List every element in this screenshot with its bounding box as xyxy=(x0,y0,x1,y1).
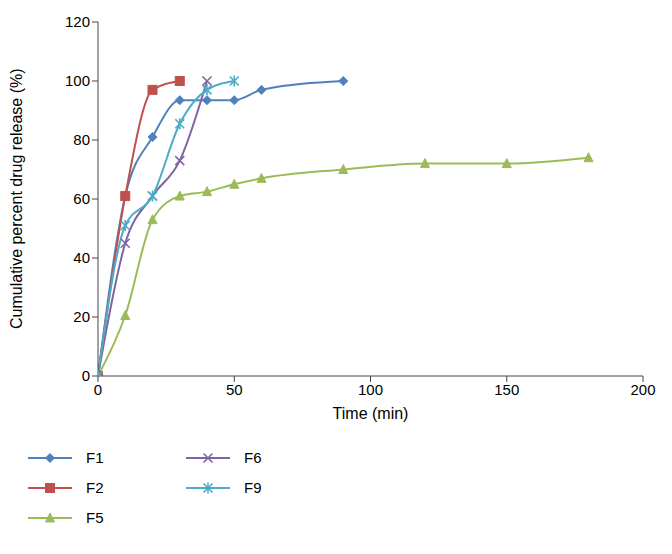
svg-text:F2: F2 xyxy=(86,479,104,496)
svg-text:60: 60 xyxy=(73,190,90,207)
svg-text:80: 80 xyxy=(73,131,90,148)
svg-text:200: 200 xyxy=(630,381,655,398)
svg-text:50: 50 xyxy=(226,381,243,398)
svg-text:150: 150 xyxy=(494,381,519,398)
svg-text:100: 100 xyxy=(358,381,383,398)
svg-text:Time (min): Time (min) xyxy=(333,405,409,422)
svg-text:0: 0 xyxy=(94,381,102,398)
svg-text:F5: F5 xyxy=(86,509,104,526)
svg-text:F9: F9 xyxy=(244,479,262,496)
svg-text:0: 0 xyxy=(82,367,90,384)
svg-text:F1: F1 xyxy=(86,449,104,466)
svg-text:Cumulative percent drug releas: Cumulative percent drug release (%) xyxy=(8,68,25,329)
svg-text:120: 120 xyxy=(65,13,90,30)
svg-text:20: 20 xyxy=(73,308,90,325)
svg-text:100: 100 xyxy=(65,72,90,89)
svg-text:F6: F6 xyxy=(244,449,262,466)
svg-text:40: 40 xyxy=(73,249,90,266)
